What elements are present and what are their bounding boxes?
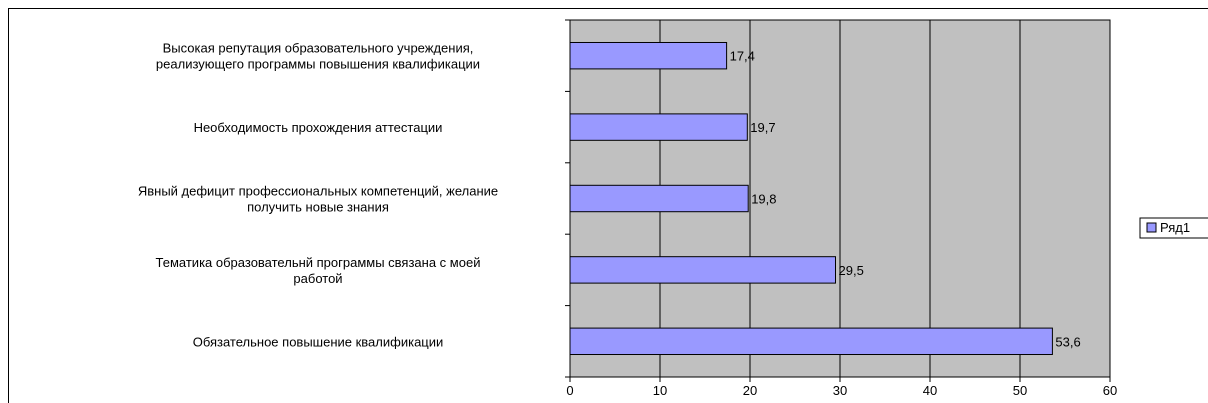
legend-swatch (1146, 222, 1157, 233)
data-label: 53,6 (1055, 334, 1080, 349)
category-label: Явный дефицит профессиональных компетенц… (138, 184, 498, 215)
legend-box (1139, 217, 1208, 239)
x-tick-label: 10 (653, 383, 667, 398)
legend: Ряд1 (1139, 217, 1208, 239)
x-tick-label: 60 (1103, 383, 1117, 398)
y-axis-ticks (565, 19, 570, 378)
bar (569, 41, 728, 70)
x-tick-label: 40 (923, 383, 937, 398)
category-label: Высокая репутация образовательного учреж… (156, 41, 480, 72)
gridlines (659, 20, 1021, 377)
bar (569, 327, 1053, 356)
bar (569, 113, 748, 141)
x-tick-label: 20 (743, 383, 757, 398)
category-label: Обязательное повышение квалификации (193, 334, 444, 349)
data-label: 19,8 (751, 192, 776, 207)
bars-group (569, 41, 1053, 356)
category-label: Тематика образовательнй программы связан… (156, 255, 481, 286)
data-labels-group: 53,6 29,5 19,8 19,7 17,4 (730, 49, 1081, 350)
category-labels-group: Обязательное повышение квалификации Темат… (138, 41, 498, 350)
x-tick-label: 50 (1013, 383, 1027, 398)
bar (569, 184, 749, 213)
category-label: Необходимость прохождения аттестации (194, 120, 443, 135)
data-label: 29,5 (839, 263, 864, 278)
x-axis-ticks: 0 10 20 30 40 50 60 (566, 377, 1117, 398)
data-label: 17,4 (730, 49, 755, 64)
x-tick-label: 30 (833, 383, 847, 398)
bar (569, 256, 836, 284)
data-label: 19,7 (750, 120, 775, 135)
legend-label: Ряд1 (1160, 220, 1190, 235)
x-tick-label: 0 (566, 383, 573, 398)
